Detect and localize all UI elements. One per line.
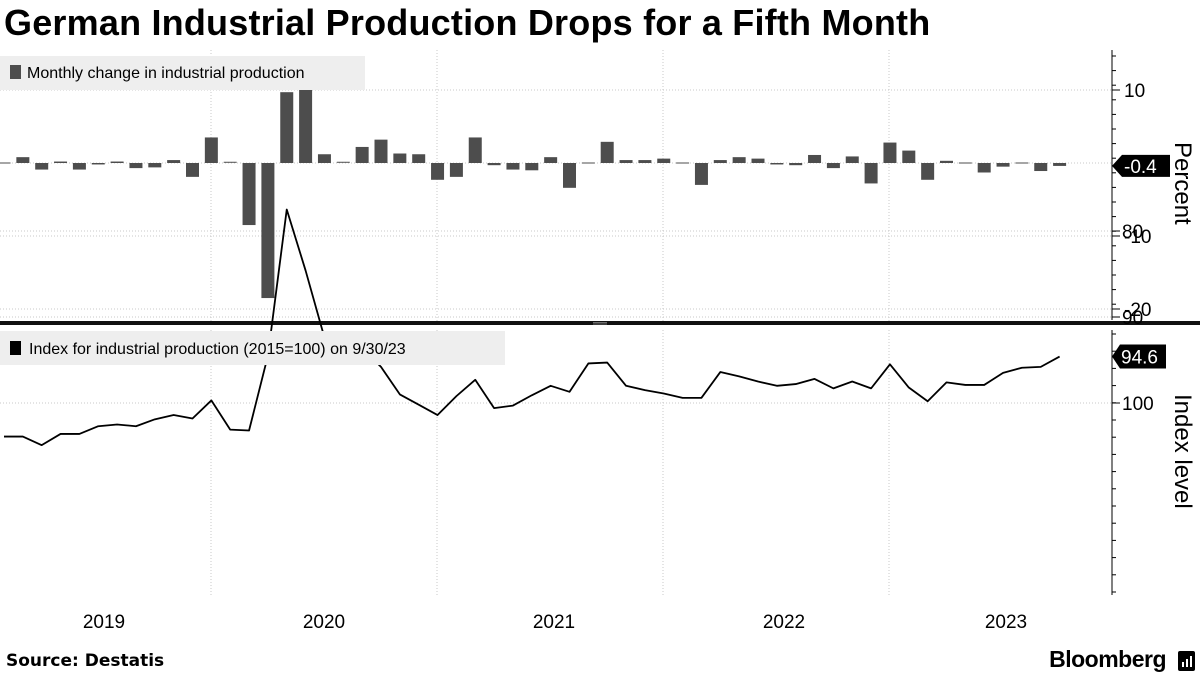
bar <box>732 157 746 163</box>
top-legend-label: Monthly change in industrial production <box>27 65 305 82</box>
bar <box>996 163 1010 167</box>
bar <box>129 163 143 169</box>
bar <box>91 163 105 165</box>
index-line <box>4 208 1061 447</box>
brand-logo-text: Bloomberg <box>1049 646 1166 672</box>
bottom-tick-label: 90 <box>1122 308 1143 329</box>
bar <box>751 158 765 163</box>
bar <box>563 163 576 188</box>
top-legend-box <box>0 56 365 90</box>
bar <box>1034 163 1048 172</box>
bottom-tick-label: 100 <box>1122 394 1154 415</box>
bar <box>694 163 708 185</box>
bar <box>72 163 86 170</box>
bar <box>581 162 595 164</box>
bar <box>148 163 162 168</box>
bar <box>299 71 313 163</box>
bar <box>921 163 935 180</box>
bar <box>638 160 652 163</box>
bar <box>864 163 878 184</box>
bar <box>242 163 256 226</box>
bar <box>845 156 859 163</box>
bar <box>544 157 558 163</box>
top-last-value-badge <box>1112 154 1170 177</box>
bar <box>54 161 68 163</box>
bar <box>525 163 539 171</box>
top-legend-swatch <box>10 65 21 79</box>
bar <box>977 163 991 173</box>
bar <box>317 154 331 163</box>
panel-divider <box>0 321 1200 325</box>
top-tick-label: -20 <box>1124 300 1151 321</box>
bar <box>110 161 124 163</box>
bar <box>431 163 445 180</box>
bloomberg-logo-icon <box>1178 651 1195 671</box>
bar <box>600 141 614 163</box>
bar <box>902 150 916 163</box>
bar <box>336 161 350 163</box>
chart-title: German Industrial Production Drops for a… <box>4 2 931 43</box>
bar <box>770 163 784 165</box>
bar <box>204 137 218 163</box>
bottom-tick-label: 80 <box>1122 222 1143 243</box>
bar <box>940 160 953 163</box>
bar <box>619 160 633 163</box>
bar <box>186 163 199 177</box>
bar <box>657 158 671 163</box>
bar <box>713 160 727 163</box>
bar <box>506 163 520 170</box>
bar <box>1053 163 1067 166</box>
bar <box>676 162 690 164</box>
bar <box>468 137 482 163</box>
bar <box>261 163 275 299</box>
bar <box>393 153 407 163</box>
bar <box>0 162 11 164</box>
bar <box>374 139 388 163</box>
x-axis-year-label: 2022 <box>763 612 805 633</box>
x-axis-year-label: 2019 <box>83 612 125 633</box>
x-axis-year-label: 2023 <box>985 612 1027 633</box>
top-last-value-label: -0.4 <box>1124 157 1157 178</box>
bar <box>958 162 972 164</box>
bottom-legend-swatch <box>10 341 21 355</box>
bar <box>808 154 822 163</box>
source-note: Source: Destatis <box>6 651 165 671</box>
bottom-axis-title: Index level <box>1169 394 1196 509</box>
top-tick-label: -10 <box>1124 227 1151 248</box>
bar <box>826 163 840 169</box>
bar <box>355 146 369 163</box>
bottom-legend-box <box>0 331 505 365</box>
bar <box>35 163 49 170</box>
bar <box>449 163 463 177</box>
top-axis-title: Percent <box>1169 142 1196 225</box>
bar <box>412 154 426 163</box>
bottom-last-value-badge <box>1112 344 1166 369</box>
x-axis-year-label: 2020 <box>303 612 345 633</box>
x-axis-year-label: 2021 <box>533 612 575 633</box>
bar <box>16 157 30 163</box>
bar <box>167 160 181 163</box>
bar <box>280 92 294 163</box>
bar <box>883 142 897 163</box>
bottom-legend-label: Index for industrial production (2015=10… <box>29 341 406 358</box>
top-tick-label: 10 <box>1124 81 1145 102</box>
bar <box>1015 162 1029 164</box>
bar <box>789 163 803 166</box>
bar <box>223 161 237 163</box>
bottom-last-value-label: 94.6 <box>1121 348 1158 369</box>
bar <box>487 163 501 166</box>
